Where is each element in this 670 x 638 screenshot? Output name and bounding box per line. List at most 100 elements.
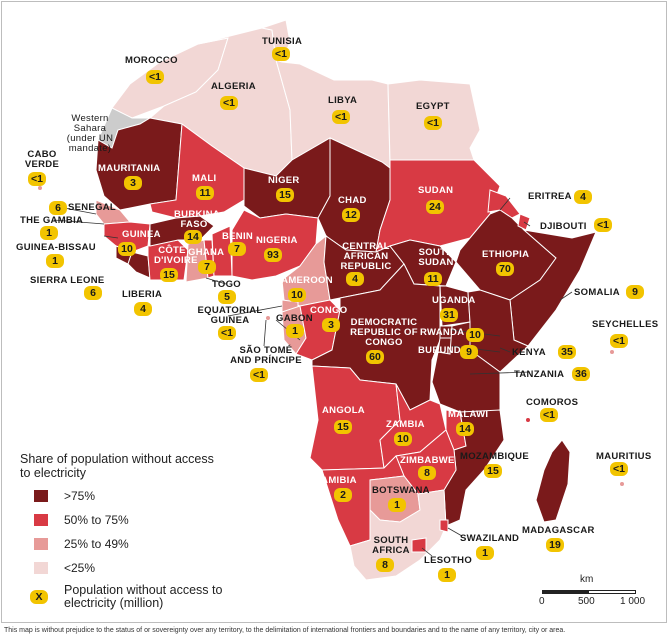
- label-eritrea: ERITREA: [528, 191, 572, 202]
- badge-guinea-bissau: 1: [46, 254, 64, 268]
- region-guinea: [103, 221, 151, 253]
- badge-egypt: <1: [424, 116, 442, 130]
- badge-togo: 5: [218, 290, 236, 304]
- scalebar-tick-0: 0: [539, 596, 545, 607]
- label-mali: MALI: [192, 173, 217, 184]
- badge-cabo-verde: <1: [28, 172, 46, 186]
- legend-label-75: >75%: [64, 489, 96, 503]
- scalebar-unit: km: [580, 574, 594, 585]
- label-congo: CONGO: [310, 305, 348, 316]
- label-mozambique: MOZAMBIQUE: [460, 451, 529, 462]
- label-south-africa: SOUTH AFRICA: [372, 535, 410, 556]
- badge-sierra-leone: 6: [84, 286, 102, 300]
- label-angola: ANGOLA: [322, 405, 365, 416]
- legend-swatch-25: [34, 538, 48, 550]
- badge-rwanda: 10: [466, 328, 484, 342]
- badge-equatorial-guinea: <1: [218, 326, 236, 340]
- badge-liberia: 4: [134, 302, 152, 316]
- label-south-sudan: SOUTH SUDAN: [418, 247, 454, 268]
- label-the-gambia: THE GAMBIA: [20, 215, 84, 226]
- badge-car: 4: [346, 272, 364, 286]
- badge-sao-tome: <1: [250, 368, 268, 382]
- label-zambia: ZAMBIA: [386, 419, 425, 430]
- scalebar-tick-1000: 1 000: [620, 596, 646, 607]
- label-egypt: EGYPT: [416, 101, 450, 112]
- legend-swatch-75: [34, 490, 48, 502]
- badge-gabon: 1: [286, 324, 304, 338]
- badge-nigeria: 93: [264, 248, 282, 262]
- label-western-sahara: Western Sahara (under UN mandate): [66, 113, 114, 154]
- label-lesotho: LESOTHO: [424, 555, 473, 566]
- label-kenya: KENYA: [512, 347, 546, 358]
- label-madagascar: MADAGASCAR: [522, 525, 595, 536]
- scalebar: [542, 590, 636, 594]
- label-morocco: MOROCCO: [125, 55, 178, 66]
- legend-label-25: 25% to 49%: [64, 537, 129, 551]
- badge-angola: 15: [334, 420, 352, 434]
- label-swaziland: SWAZILAND: [460, 533, 520, 544]
- badge-botswana: 1: [388, 498, 406, 512]
- badge-djibouti: <1: [594, 218, 612, 232]
- badge-tunisia: <1: [272, 47, 290, 61]
- badge-cameroon: 10: [288, 288, 306, 302]
- badge-swaziland: 1: [476, 546, 494, 560]
- badge-ghana: 7: [198, 260, 216, 274]
- badge-lesotho: 1: [438, 568, 456, 582]
- badge-zambia: 10: [394, 432, 412, 446]
- label-libya: LIBYA: [328, 95, 358, 106]
- badge-zimbabwe: 8: [418, 466, 436, 480]
- label-sierra-leone: SIERRA LEONE: [30, 275, 105, 286]
- label-togo: TOGO: [212, 279, 241, 290]
- badge-mozambique: 15: [484, 464, 502, 478]
- label-ghana: GHANA: [188, 247, 225, 258]
- label-tunisia: TUNISIA: [262, 36, 303, 47]
- label-liberia: LIBERIA: [122, 289, 163, 300]
- badge-burkina-faso: 14: [184, 230, 202, 244]
- badge-mali: 11: [196, 186, 214, 200]
- label-equatorial-guinea: EQUATORIAL GUINEA: [197, 305, 263, 326]
- badge-chad: 12: [342, 208, 360, 222]
- label-seychelles: SEYCHELLES: [592, 319, 659, 330]
- label-cameroon: CAMEROON: [274, 275, 333, 286]
- badge-seychelles: <1: [610, 334, 628, 348]
- region-sao-tome: [266, 316, 270, 320]
- label-mauritius: MAURITIUS: [596, 451, 652, 462]
- label-algeria: ALGERIA: [211, 81, 256, 92]
- region-comoros: [526, 418, 530, 422]
- badge-mauritania: 3: [124, 176, 142, 190]
- label-sudan: SUDAN: [418, 185, 454, 196]
- label-burkina-faso: BURKINA FASO: [174, 209, 220, 230]
- label-botswana: BOTSWANA: [372, 485, 430, 496]
- badge-niger: 15: [276, 188, 294, 202]
- label-zimbabwe: ZIMBABWE: [400, 455, 455, 466]
- legend-badge-symbol: X: [30, 590, 48, 604]
- badge-the-gambia: 1: [40, 226, 58, 240]
- badge-eritrea: 4: [574, 190, 592, 204]
- badge-sudan: 24: [426, 200, 444, 214]
- badge-namibia: 2: [334, 488, 352, 502]
- label-tanzania: TANZANIA: [514, 369, 565, 380]
- badge-madagascar: 19: [546, 538, 564, 552]
- badge-tanzania: 36: [572, 367, 590, 381]
- region-mauritius: [620, 482, 624, 486]
- legend-badge-label: Population without access to electricity…: [64, 583, 223, 610]
- region-cabo-verde: [38, 186, 42, 190]
- label-uganda: UGANDA: [432, 295, 476, 306]
- label-namibia: NAMIBIA: [314, 475, 357, 486]
- badge-burundi: 9: [460, 345, 478, 359]
- legend-swatch-low: [34, 562, 48, 574]
- badge-cote-divoire: 15: [160, 268, 178, 282]
- label-ethiopia: ETHIOPIA: [482, 249, 530, 260]
- legend-label-low: <25%: [64, 561, 96, 575]
- region-south-africa: [349, 489, 447, 581]
- region-mozambique: [443, 409, 505, 527]
- badge-benin: 7: [228, 242, 246, 256]
- badge-algeria: <1: [220, 96, 238, 110]
- label-guinea: GUINEA: [122, 229, 161, 240]
- label-burundi: BURUNDI: [418, 345, 464, 356]
- region-liberia: [127, 251, 151, 279]
- label-cabo-verde: CABO VERDE: [24, 149, 60, 170]
- label-gabon: GABON: [276, 313, 313, 324]
- badge-kenya: 35: [558, 345, 576, 359]
- badge-libya: <1: [332, 110, 350, 124]
